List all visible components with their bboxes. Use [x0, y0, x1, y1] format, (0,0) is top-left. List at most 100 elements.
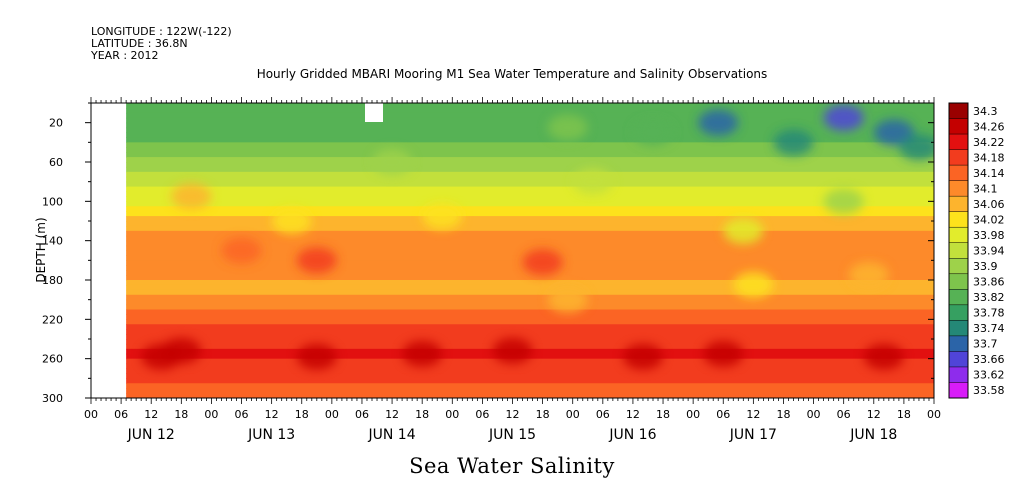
colorbar-swatch — [949, 134, 968, 151]
salinity-patch — [161, 337, 202, 364]
y-tick-label: 180 — [42, 274, 63, 287]
x-day-label: JUN 16 — [608, 427, 656, 443]
salinity-patch — [898, 134, 934, 161]
colorbar-label: 34.22 — [973, 136, 1005, 149]
depth-band — [126, 206, 934, 212]
y-tick-label: 300 — [42, 392, 63, 405]
colorbar-label: 33.66 — [973, 353, 1005, 366]
depth-band — [126, 368, 934, 375]
colorbar-swatch — [949, 118, 968, 135]
depth-band — [126, 319, 934, 325]
x-hour-label: 00 — [566, 408, 580, 421]
depth-band — [126, 245, 934, 252]
missing-data-gap — [365, 103, 383, 122]
colorbar-swatch — [949, 196, 968, 213]
x-hour-label: 06 — [475, 408, 489, 421]
x-hour-label: 18 — [656, 408, 670, 421]
x-day-label: JUN 18 — [849, 427, 897, 443]
x-axis-title: Sea Water Salinity — [409, 454, 615, 478]
colorbar: 34.3 34.26 34.22 34.18 34.14 34.1 34.06 34.02 33… — [948, 102, 1005, 399]
salinity-patch — [698, 109, 739, 136]
depth-band — [126, 196, 934, 202]
x-hour-label: 06 — [355, 408, 369, 421]
y-tick-label: 20 — [49, 117, 63, 130]
salinity-patch — [733, 271, 774, 298]
depth-band — [126, 211, 934, 217]
x-hour-label: 00 — [807, 408, 821, 421]
depth-band — [126, 373, 934, 379]
salinity-patch — [572, 168, 613, 195]
depth-band — [126, 225, 934, 232]
salinity-patch — [296, 247, 337, 274]
salinity-patch — [296, 343, 337, 370]
x-hour-label: 00 — [686, 408, 700, 421]
colorbar-frame — [948, 102, 969, 399]
colorbar-label: 33.9 — [973, 260, 998, 273]
depth-band — [126, 314, 934, 320]
depth-band — [126, 378, 934, 384]
depth-band — [126, 176, 934, 183]
depth-band — [126, 201, 934, 207]
salinity-patch — [547, 114, 588, 141]
plot-area — [91, 103, 934, 398]
x-hour-label: 00 — [84, 408, 98, 421]
y-tick-label: 140 — [42, 235, 63, 248]
x-hour-label: 18 — [897, 408, 911, 421]
colorbar-swatch — [949, 335, 968, 352]
x-hour-label: 00 — [204, 408, 218, 421]
colorbar-swatch — [949, 366, 968, 383]
salinity-patch — [402, 340, 443, 367]
depth-band — [126, 127, 934, 134]
colorbar-swatch — [949, 351, 968, 368]
salinity-patch — [372, 149, 413, 175]
x-day-label: JUN 14 — [368, 427, 416, 443]
x-hour-label: 06 — [716, 408, 730, 421]
depth-band — [126, 216, 934, 222]
salinity-patch — [622, 343, 663, 370]
x-hour-label: 06 — [235, 408, 249, 421]
salinity-patch — [492, 337, 533, 364]
depth-band — [126, 235, 934, 242]
salinity-patch — [422, 203, 463, 230]
depth-band — [126, 221, 934, 227]
depth-band — [126, 339, 934, 345]
colorbar-swatch — [949, 320, 968, 337]
x-day-label: JUN 17 — [729, 427, 777, 443]
x-day-label: JUN 12 — [127, 427, 175, 443]
x-hour-label: 18 — [174, 408, 188, 421]
depth-band — [126, 309, 934, 316]
y-tick-label: 100 — [42, 195, 63, 208]
x-hour-label: 06 — [596, 408, 610, 421]
year-label: YEAR : 2012 — [91, 49, 159, 62]
depth-band — [126, 166, 934, 173]
depth-band — [126, 181, 934, 188]
colorbar-label: 33.62 — [973, 369, 1005, 382]
colorbar-label: 34.14 — [973, 167, 1005, 180]
depth-band — [126, 270, 934, 276]
colorbar-label: 34.18 — [973, 151, 1005, 164]
chart-title: Hourly Gridded MBARI Mooring M1 Sea Wate… — [256, 67, 768, 81]
salinity-patch — [848, 262, 889, 289]
x-day-label: JUN 15 — [488, 427, 536, 443]
colorbar-swatch — [949, 149, 968, 166]
depth-band — [126, 186, 934, 193]
longitude-label: LONGITUDE : 122W(-122) — [91, 25, 232, 38]
depth-band — [126, 393, 934, 398]
x-hour-label: 06 — [837, 408, 851, 421]
depth-band — [126, 294, 934, 301]
colorbar-label: 33.7 — [973, 338, 998, 351]
depth-band — [126, 103, 934, 109]
depth-band — [126, 142, 934, 148]
depth-band — [126, 112, 934, 119]
y-tick-label: 220 — [42, 313, 63, 326]
y-tick-label: 260 — [42, 353, 63, 366]
x-hour-label: 00 — [325, 408, 339, 421]
x-hour-label: 18 — [776, 408, 790, 421]
y-tick-label: 60 — [49, 156, 63, 169]
depth-band — [126, 275, 934, 281]
colorbar-swatch — [949, 382, 968, 399]
depth-band — [126, 329, 934, 335]
salinity-patch — [271, 208, 312, 234]
colorbar-swatch — [949, 304, 968, 321]
